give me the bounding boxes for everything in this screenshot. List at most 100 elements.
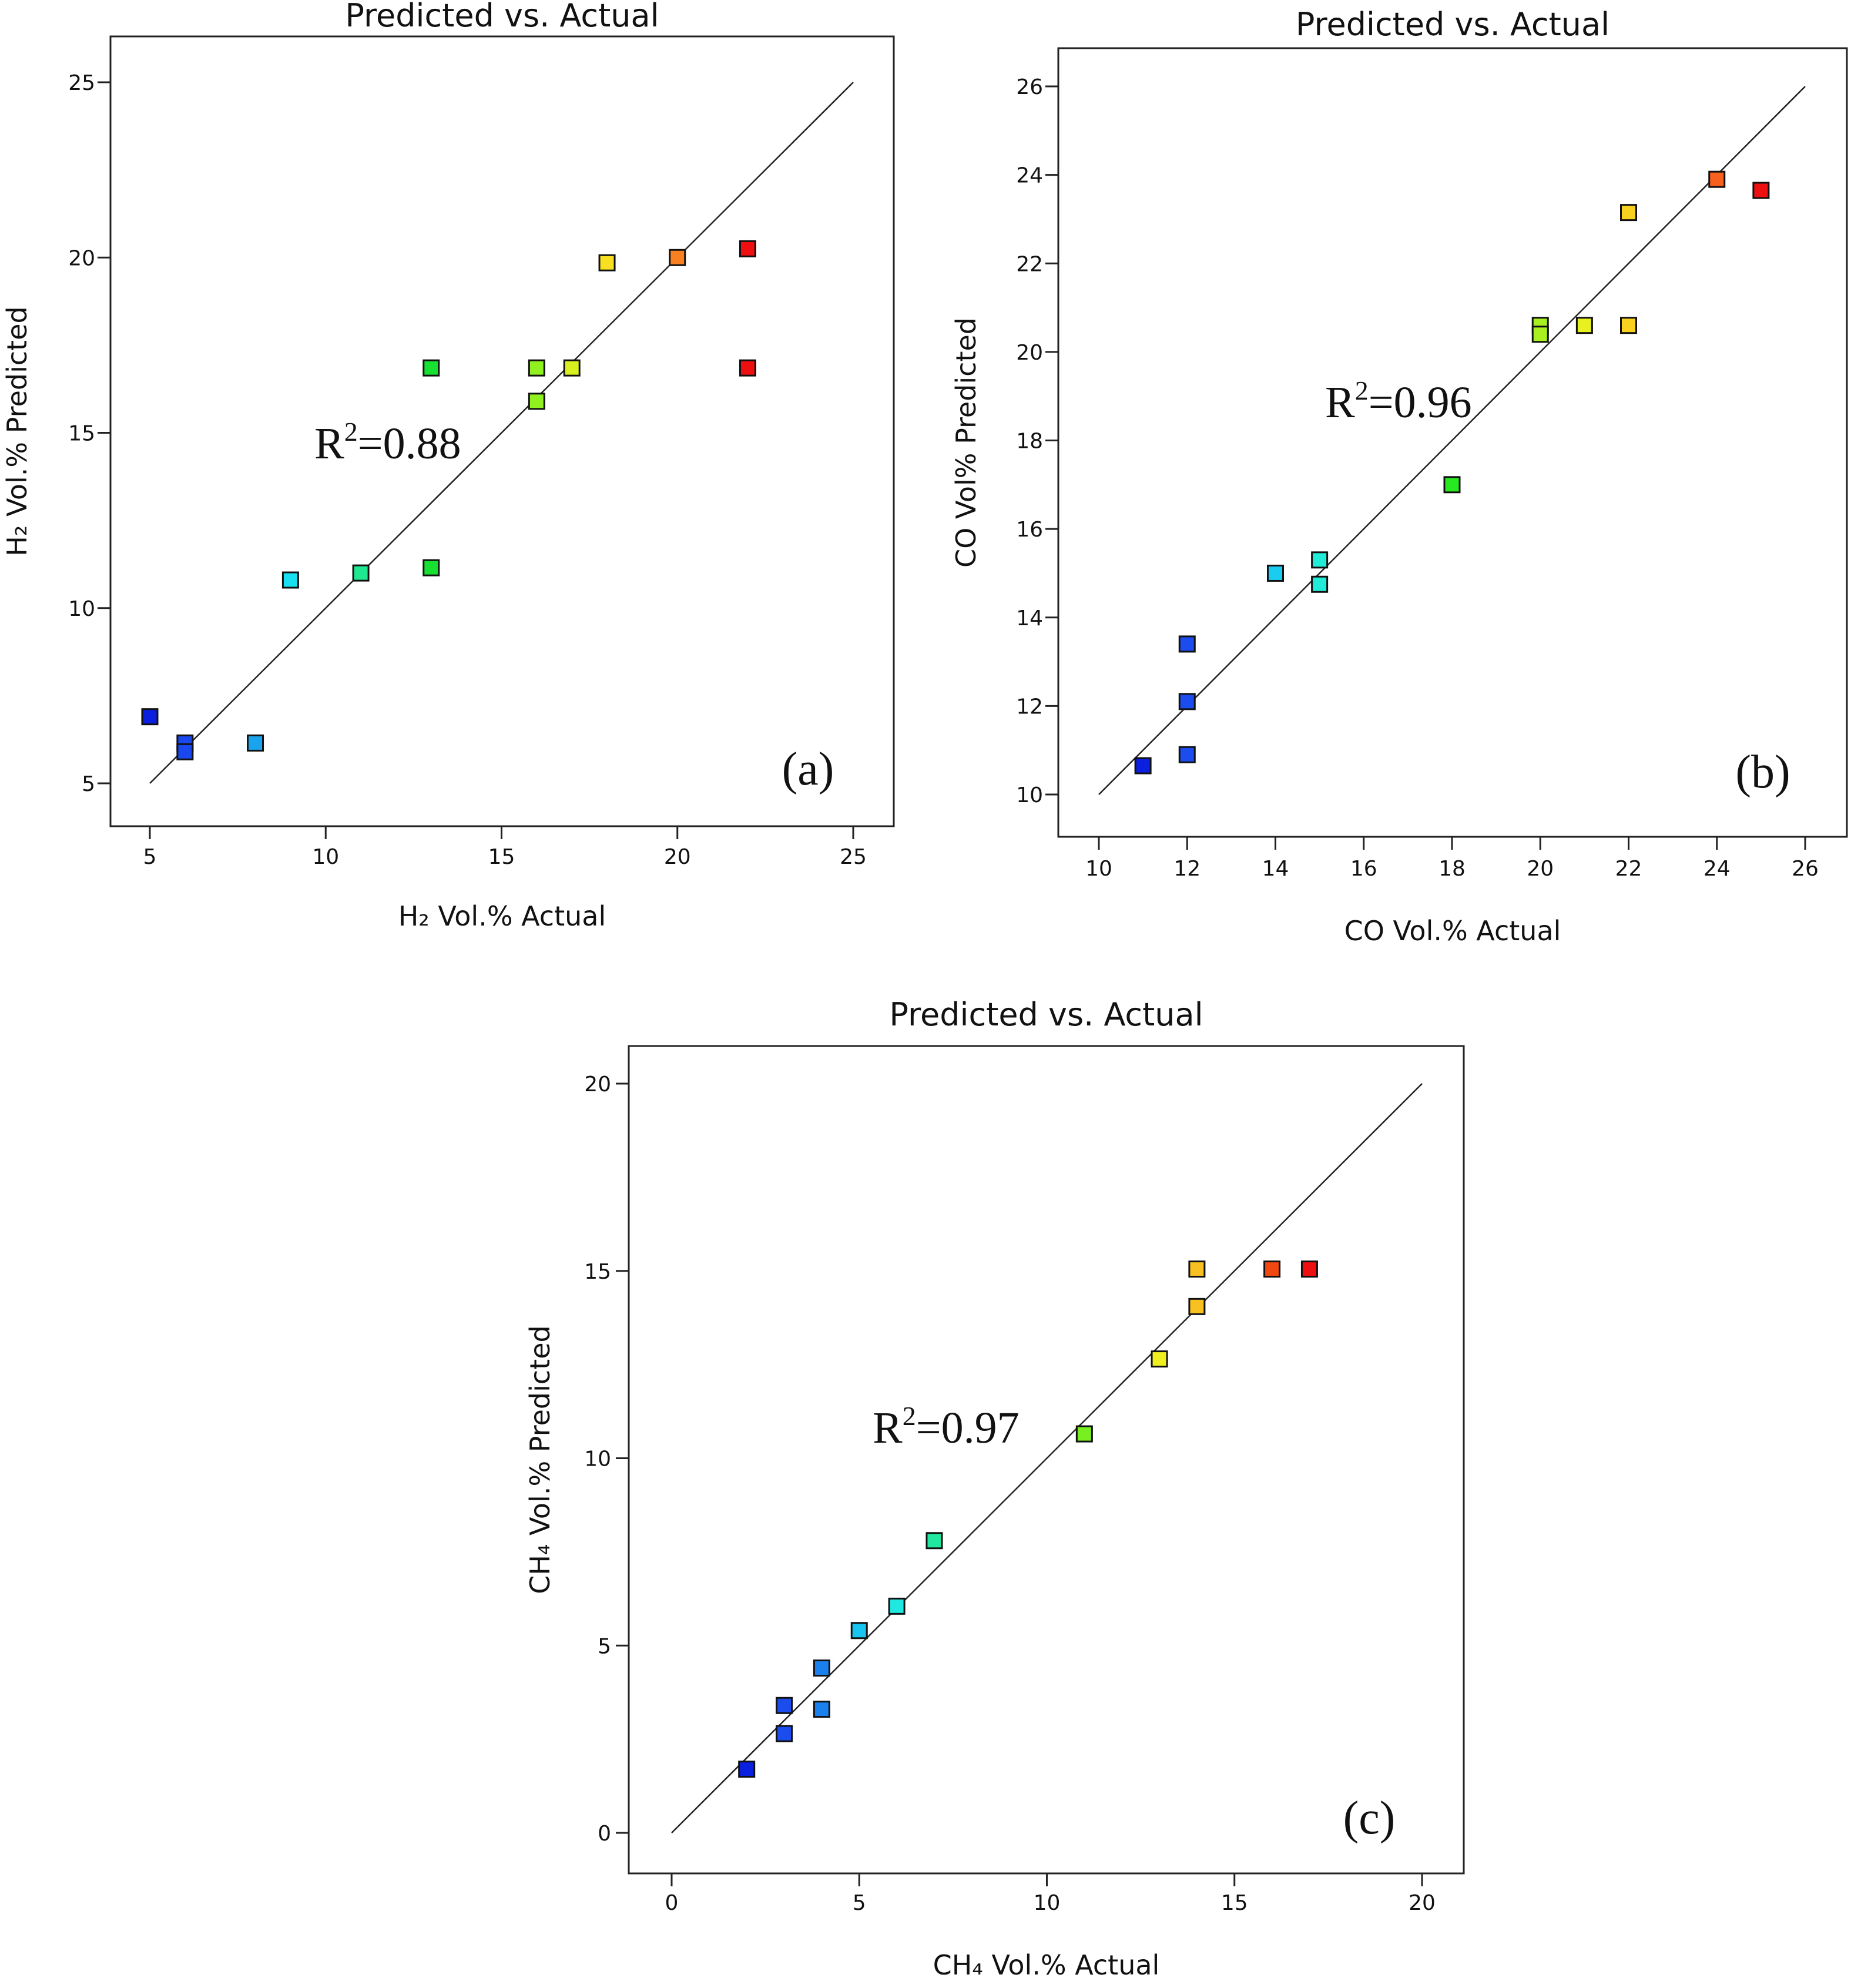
reference-line: [1098, 86, 1806, 795]
data-point: [738, 1761, 756, 1778]
panel-label: (a): [782, 743, 834, 795]
x-axis-label: CO Vol.% Actual: [1344, 915, 1561, 947]
y-axis-label: H₂ Vol.% Predicted: [1, 306, 33, 556]
x-tick-label: 14: [1262, 857, 1289, 881]
r-squared-annotation: R2=0.88: [314, 417, 461, 468]
chart-title: Predicted vs. Actual: [1296, 6, 1609, 43]
y-tick-label: 20: [68, 246, 95, 270]
data-point: [1267, 564, 1284, 582]
data-point: [141, 708, 159, 726]
r-squared-annotation: R2=0.97: [873, 1401, 1020, 1453]
x-tick-label: 5: [143, 845, 157, 869]
x-tick-label: 18: [1438, 857, 1466, 881]
chart-title: Predicted vs. Actual: [345, 0, 659, 34]
r-squared-annotation: R2=0.96: [1325, 376, 1472, 427]
x-tick-label: 15: [1221, 1891, 1248, 1915]
panel-label: (c): [1343, 1792, 1396, 1844]
data-point: [850, 1622, 868, 1640]
y-tick-label: 14: [1016, 606, 1043, 631]
y-tick-label: 10: [68, 597, 95, 621]
data-point: [352, 564, 370, 582]
data-point: [1188, 1260, 1206, 1278]
x-tick-label: 10: [1034, 1891, 1061, 1915]
data-point: [1443, 476, 1461, 494]
data-point: [1178, 693, 1196, 710]
data-point: [1311, 551, 1329, 569]
chart-title: Predicted vs. Actual: [889, 996, 1203, 1033]
y-tick-label: 10: [1016, 783, 1043, 807]
data-point: [422, 559, 440, 576]
x-tick-label: 10: [1085, 857, 1112, 881]
data-point: [813, 1660, 830, 1677]
data-point: [563, 359, 581, 377]
chart-panel-1: Predicted vs. Actual 5 10 15 20 25 5 10 15 20 25 H₂…: [1, 0, 895, 932]
data-point: [1178, 746, 1196, 763]
x-tick-label: 0: [665, 1891, 679, 1915]
data-point: [1620, 204, 1637, 222]
y-tick-label: 10: [584, 1447, 611, 1471]
data-point: [1134, 757, 1152, 775]
reference-line: [671, 1083, 1423, 1833]
data-point: [422, 359, 440, 377]
x-tick-label: 16: [1350, 857, 1377, 881]
data-point: [1531, 326, 1549, 343]
data-point: [739, 359, 756, 377]
y-tick-label: 22: [1016, 252, 1043, 276]
data-point: [598, 254, 616, 271]
data-point: [1708, 170, 1726, 188]
y-axis-label: CH₄ Vol.% Predicted: [524, 1325, 556, 1594]
y-tick-label: 5: [82, 772, 95, 796]
data-point: [926, 1532, 943, 1550]
data-point: [247, 734, 264, 752]
data-point: [1575, 317, 1593, 334]
data-point: [669, 249, 686, 266]
data-point: [813, 1701, 830, 1718]
x-tick-label: 10: [312, 845, 339, 869]
x-tick-label: 26: [1792, 857, 1819, 881]
panel-label: (b): [1735, 746, 1790, 798]
data-point: [888, 1597, 906, 1615]
plot-frame: [1057, 47, 1848, 838]
data-point: [528, 359, 545, 377]
y-tick-label: 26: [1016, 75, 1043, 99]
data-point: [1263, 1260, 1281, 1278]
data-point: [776, 1725, 793, 1742]
y-tick-label: 25: [68, 71, 95, 95]
x-tick-label: 12: [1173, 857, 1201, 881]
y-tick-label: 15: [68, 422, 95, 446]
data-point: [1151, 1350, 1168, 1368]
y-tick-label: 20: [584, 1072, 611, 1097]
x-tick-label: 25: [840, 845, 867, 869]
y-tick-label: 16: [1016, 518, 1043, 542]
data-point: [1075, 1425, 1093, 1443]
x-tick-label: 22: [1615, 857, 1642, 881]
data-point: [1620, 317, 1637, 334]
y-tick-label: 24: [1016, 164, 1043, 188]
data-point: [528, 393, 545, 410]
data-point: [176, 743, 194, 760]
y-tick-label: 15: [584, 1260, 611, 1284]
y-tick-label: 0: [598, 1822, 611, 1846]
x-axis-label: CH₄ Vol.% Actual: [933, 1949, 1160, 1981]
data-point: [1188, 1298, 1206, 1315]
chart-panel-3: Predicted vs. Actual 0 5 10 15 20 0 5 10 15 20 CH₄ …: [524, 996, 1465, 1981]
data-point: [1311, 575, 1329, 593]
data-point: [281, 571, 299, 589]
x-tick-label: 5: [853, 1891, 866, 1915]
x-tick-label: 15: [488, 845, 515, 869]
data-point: [1178, 635, 1196, 653]
data-point: [1752, 182, 1770, 199]
y-tick-label: 12: [1016, 695, 1043, 719]
data-point: [1300, 1260, 1318, 1278]
x-tick-label: 20: [1527, 857, 1554, 881]
y-tick-label: 5: [598, 1634, 611, 1658]
y-axis-label: CO Vol% Predicted: [950, 317, 982, 568]
reference-line: [149, 82, 854, 784]
x-tick-label: 20: [1409, 1891, 1436, 1915]
x-tick-label: 24: [1704, 857, 1731, 881]
x-axis-label: H₂ Vol.% Actual: [398, 900, 606, 932]
chart-panel-2: Predicted vs. Actual 10 12 14 16 18 20 22 24 26 10…: [950, 6, 1848, 947]
x-tick-label: 20: [664, 845, 691, 869]
data-point: [776, 1697, 793, 1714]
